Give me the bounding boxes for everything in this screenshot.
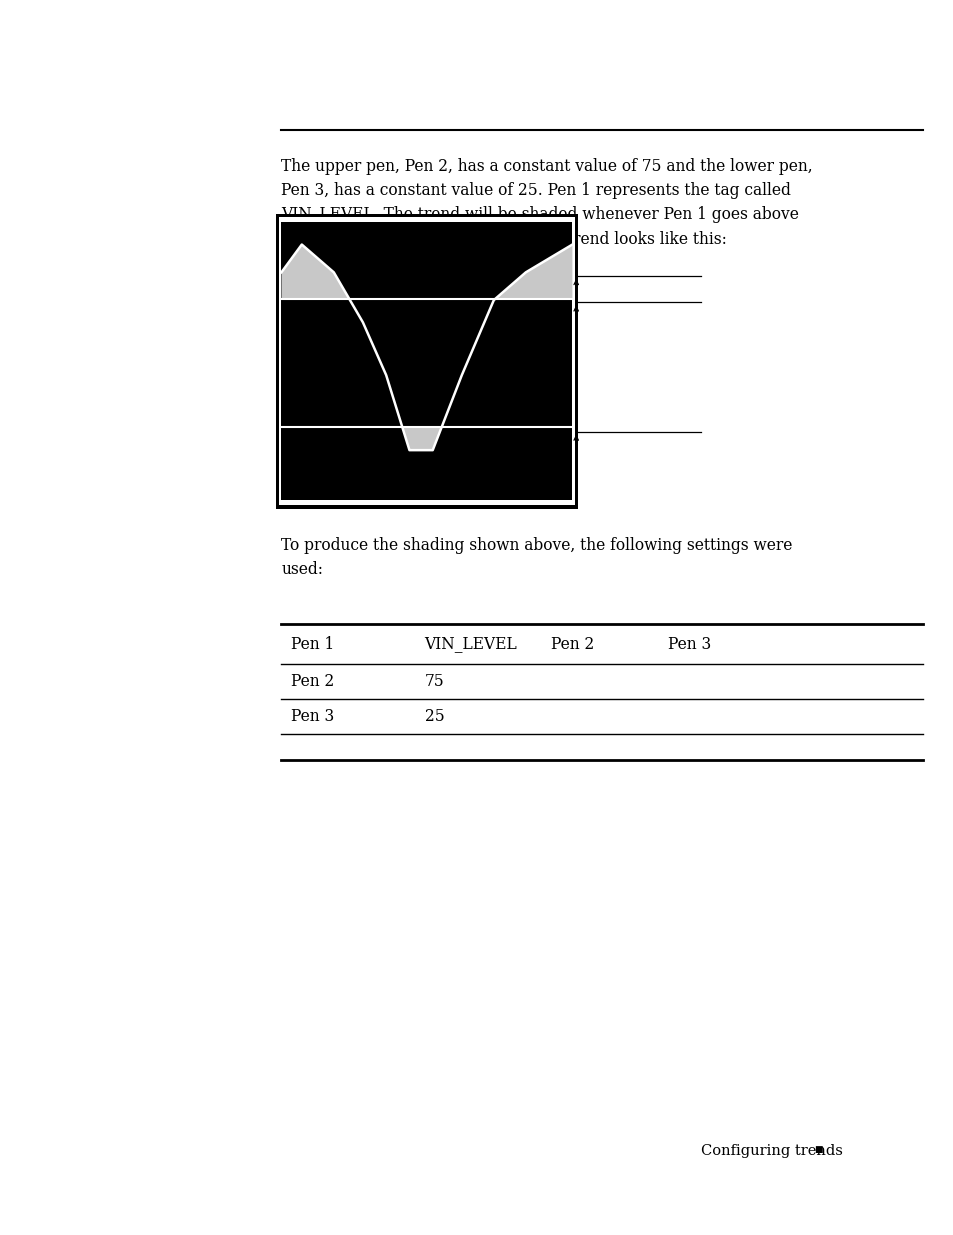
Text: VIN_LEVEL: VIN_LEVEL xyxy=(424,636,517,652)
Polygon shape xyxy=(402,426,441,451)
Text: The upper pen, Pen 2, has a constant value of 75 and the lower pen,
Pen 3, has a: The upper pen, Pen 2, has a constant val… xyxy=(281,158,812,247)
Text: Pen 3: Pen 3 xyxy=(667,636,710,652)
Text: Pen 1: Pen 1 xyxy=(291,636,334,652)
Text: ■: ■ xyxy=(813,1145,821,1155)
Polygon shape xyxy=(281,245,349,299)
Bar xyxy=(278,217,575,505)
Bar xyxy=(275,214,578,509)
Text: Configuring trends: Configuring trends xyxy=(700,1144,842,1158)
Text: 75: 75 xyxy=(424,673,444,690)
Text: To produce the shading shown above, the following settings were
used:: To produce the shading shown above, the … xyxy=(281,537,792,578)
Polygon shape xyxy=(495,245,572,299)
Text: Pen 2: Pen 2 xyxy=(291,673,334,690)
Text: Pen 2: Pen 2 xyxy=(551,636,594,652)
Text: Pen 3: Pen 3 xyxy=(291,708,334,725)
Bar xyxy=(281,222,572,500)
Text: 25: 25 xyxy=(424,708,444,725)
